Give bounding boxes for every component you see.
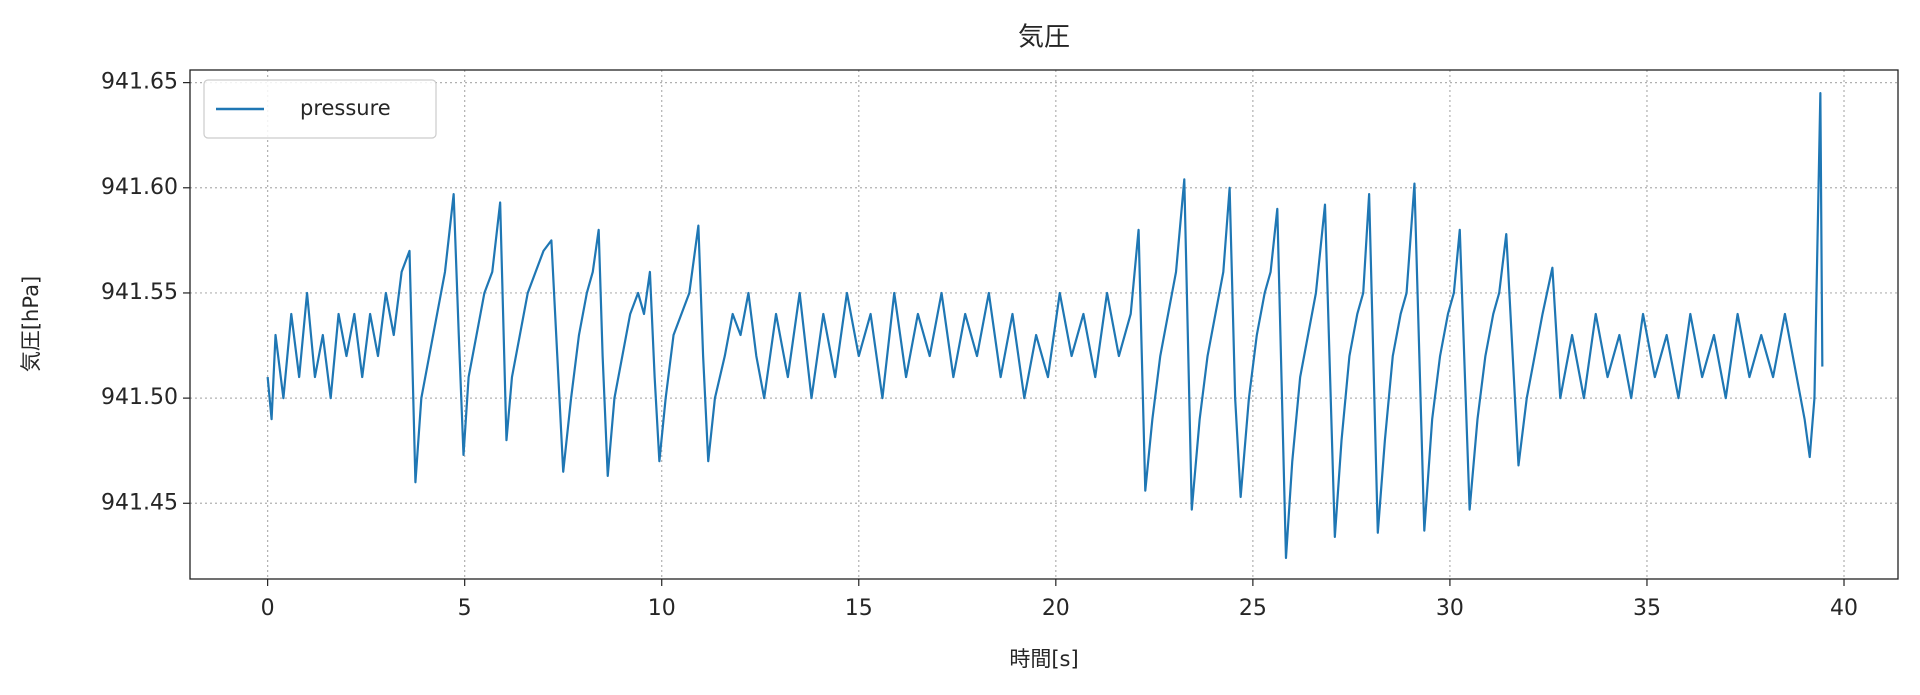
y-tick-label: 941.60: [101, 175, 178, 200]
x-tick-label: 35: [1633, 596, 1661, 621]
legend-box: [203, 79, 437, 139]
data-line: [266, 92, 1824, 560]
plot-frame: [189, 69, 1899, 580]
legend-label: pressure: [300, 96, 391, 120]
x-tick-label: 5: [458, 596, 472, 621]
y-tick-label: 941.55: [101, 280, 178, 305]
x-tick-label: 20: [1042, 596, 1070, 621]
y-tick-label: 941.45: [101, 490, 178, 515]
x-tick-label: 25: [1239, 596, 1267, 621]
x-tick-label: 40: [1830, 596, 1858, 621]
y-tick-label: 941.50: [101, 385, 178, 410]
y-axis-label: 気圧[hPa]: [19, 276, 43, 372]
x-tick-label: 0: [261, 596, 275, 621]
x-tick-label: 10: [648, 596, 676, 621]
chart-title: 気圧: [1018, 23, 1070, 53]
y-tick-label: 941.65: [101, 70, 178, 95]
x-axis-label: 時間[s]: [1009, 647, 1078, 671]
x-tick-label: 30: [1436, 596, 1464, 621]
x-tick-label: 15: [845, 596, 873, 621]
